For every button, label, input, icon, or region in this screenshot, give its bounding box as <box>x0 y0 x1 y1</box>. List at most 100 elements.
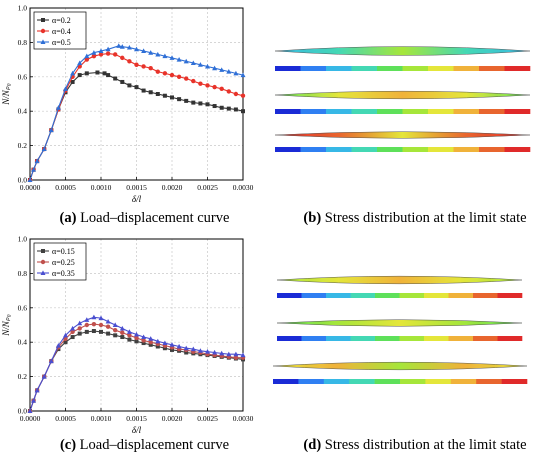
sim-b-scale-segment <box>479 147 505 152</box>
chartc-series-2-point <box>148 336 154 341</box>
chartc-series-2-point <box>41 374 47 379</box>
charta-series-0-point <box>134 85 139 90</box>
sim-b-scale-segment <box>428 109 454 114</box>
sim-d-scale-segment <box>323 379 350 384</box>
chartc-legend-label: α=0.35 <box>52 269 75 278</box>
charta-series-2-point <box>116 43 122 48</box>
sim-d-scale-segment <box>349 379 375 384</box>
charta-series-1-point <box>212 84 217 90</box>
charta-series-0-point <box>226 106 231 111</box>
charta-series-2-point <box>205 63 210 69</box>
charta-series-2-point <box>63 86 68 91</box>
charta-legend-label: α=0.5 <box>52 38 71 47</box>
chartc-series-2-point <box>169 342 175 347</box>
chartc-series-2-point <box>77 320 83 326</box>
charta-series-0-point <box>184 98 189 103</box>
sim-b-specimen-body <box>274 131 531 139</box>
sim-d-scale-segment <box>301 293 327 298</box>
sim-b-scale-segment <box>326 66 352 71</box>
chartc-series-2-point <box>162 340 168 346</box>
chartc-series-2-point <box>70 325 76 331</box>
chartc-series-0-point <box>120 335 125 340</box>
sim-b-scale-segment <box>275 66 301 71</box>
charta-series-2-point <box>98 48 104 53</box>
sim-d-scale-segment <box>273 379 299 384</box>
chartc-series-0-point <box>184 350 189 355</box>
charta-series-1-point <box>162 71 168 76</box>
charta-series-2-point <box>183 58 189 64</box>
charta-ytick-label: 0.6 <box>18 72 28 81</box>
chartc-xtick-label: 0.0010 <box>91 414 112 423</box>
charta-series-0-point <box>84 71 89 76</box>
charta-series-1-point <box>105 51 111 56</box>
sim-b-scale-segment <box>300 66 327 71</box>
chart-c-load-displacement: 0.0000 0.0005 0.0010 0.0015 0.0020 0.0025 0.00… <box>1 235 254 436</box>
chartc-series-0-point <box>155 344 160 349</box>
charta-series-0-point <box>162 93 167 98</box>
sim-b-scale-segment <box>479 109 505 114</box>
caption-d-letter: (d) <box>303 437 322 453</box>
chartc-series-1-point <box>148 340 153 345</box>
chartc-ytick-label: 0.2 <box>18 372 28 381</box>
chartc-series-0-point <box>113 333 118 338</box>
chartc-series-2-point <box>176 343 182 349</box>
sim-b-scale-segment <box>351 109 378 114</box>
charta-series-2-point <box>162 53 168 59</box>
sim-d-scale-segment <box>399 293 425 298</box>
chartc-legend-swatch-marker <box>40 259 46 265</box>
charta-legend-swatch-marker <box>40 39 46 44</box>
sim-b-scale-segment <box>351 147 378 152</box>
charta-series-1-point <box>205 83 210 88</box>
sim-b-scale-segment <box>453 109 480 114</box>
chartc-series-1-point <box>70 329 75 335</box>
sim-b-scale-segment <box>453 147 480 152</box>
chartc-series-0-point <box>134 339 139 344</box>
caption-c: (c) Load–displacement curve <box>32 437 257 454</box>
charta-series-1-point <box>127 59 132 64</box>
chartc-series-1-point <box>120 330 125 335</box>
charta-xtick-label: 0.0000 <box>20 183 41 192</box>
sim-d-scale-segment <box>448 293 474 298</box>
charta-series-2-point <box>233 70 239 76</box>
charta-series-0-point <box>120 79 125 84</box>
charta-series-2-point <box>219 67 225 72</box>
charta-series-1-point <box>155 69 160 74</box>
chartc-series-1-point <box>113 327 118 333</box>
chartc-series-2-point <box>233 351 239 357</box>
charta-xtick-label: 0.0015 <box>126 183 147 192</box>
chartc-series-0-point <box>77 331 82 336</box>
caption-a: (a) Load–displacement curve <box>32 210 257 227</box>
chartc-series-2-point <box>27 408 33 413</box>
sim-d-scale-segment <box>277 336 302 341</box>
sim-b-colour-scale-1 <box>275 109 531 114</box>
chartc-series-2-point <box>219 350 225 356</box>
charta-series-0-point <box>70 79 75 84</box>
sim-b-scale-segment <box>428 147 454 152</box>
chartc-series-2-point <box>226 351 232 357</box>
sim-b-scale-segment <box>377 147 403 152</box>
charta-series-1-point <box>113 52 118 57</box>
charta-series-0-point <box>113 76 118 81</box>
chartc-xlabel: δ/l <box>132 425 142 435</box>
charta-series-2-point <box>55 105 61 110</box>
sim-d-scale-segment <box>350 336 376 341</box>
caption-c-text: Load–displacement curve <box>76 437 230 453</box>
sim-b-scale-segment <box>504 109 531 114</box>
sim-b-scale-segment <box>275 147 301 152</box>
sim-d-scale-segment <box>501 379 528 384</box>
charta-series-0-point <box>241 109 245 114</box>
charta-series-2-point <box>70 70 76 76</box>
sim-d-specimen-0 <box>276 275 523 285</box>
sim-b-scale-segment <box>351 66 378 71</box>
charta-series-0-point <box>77 73 82 78</box>
charta-series-0-point <box>212 104 217 109</box>
chartc-series-1-point <box>98 322 104 328</box>
sim-d-colour-scale-1 <box>277 336 523 341</box>
sim-d-scale-segment <box>375 293 400 298</box>
charta-xtick-label: 0.0020 <box>162 183 183 192</box>
chartc-series-2-point <box>34 387 40 393</box>
charta-series-2-point <box>105 46 111 52</box>
charta-series-0-point <box>141 88 146 93</box>
charta-xtick-label: 0.0005 <box>55 183 76 192</box>
sim-d-scale-segment <box>374 379 401 384</box>
